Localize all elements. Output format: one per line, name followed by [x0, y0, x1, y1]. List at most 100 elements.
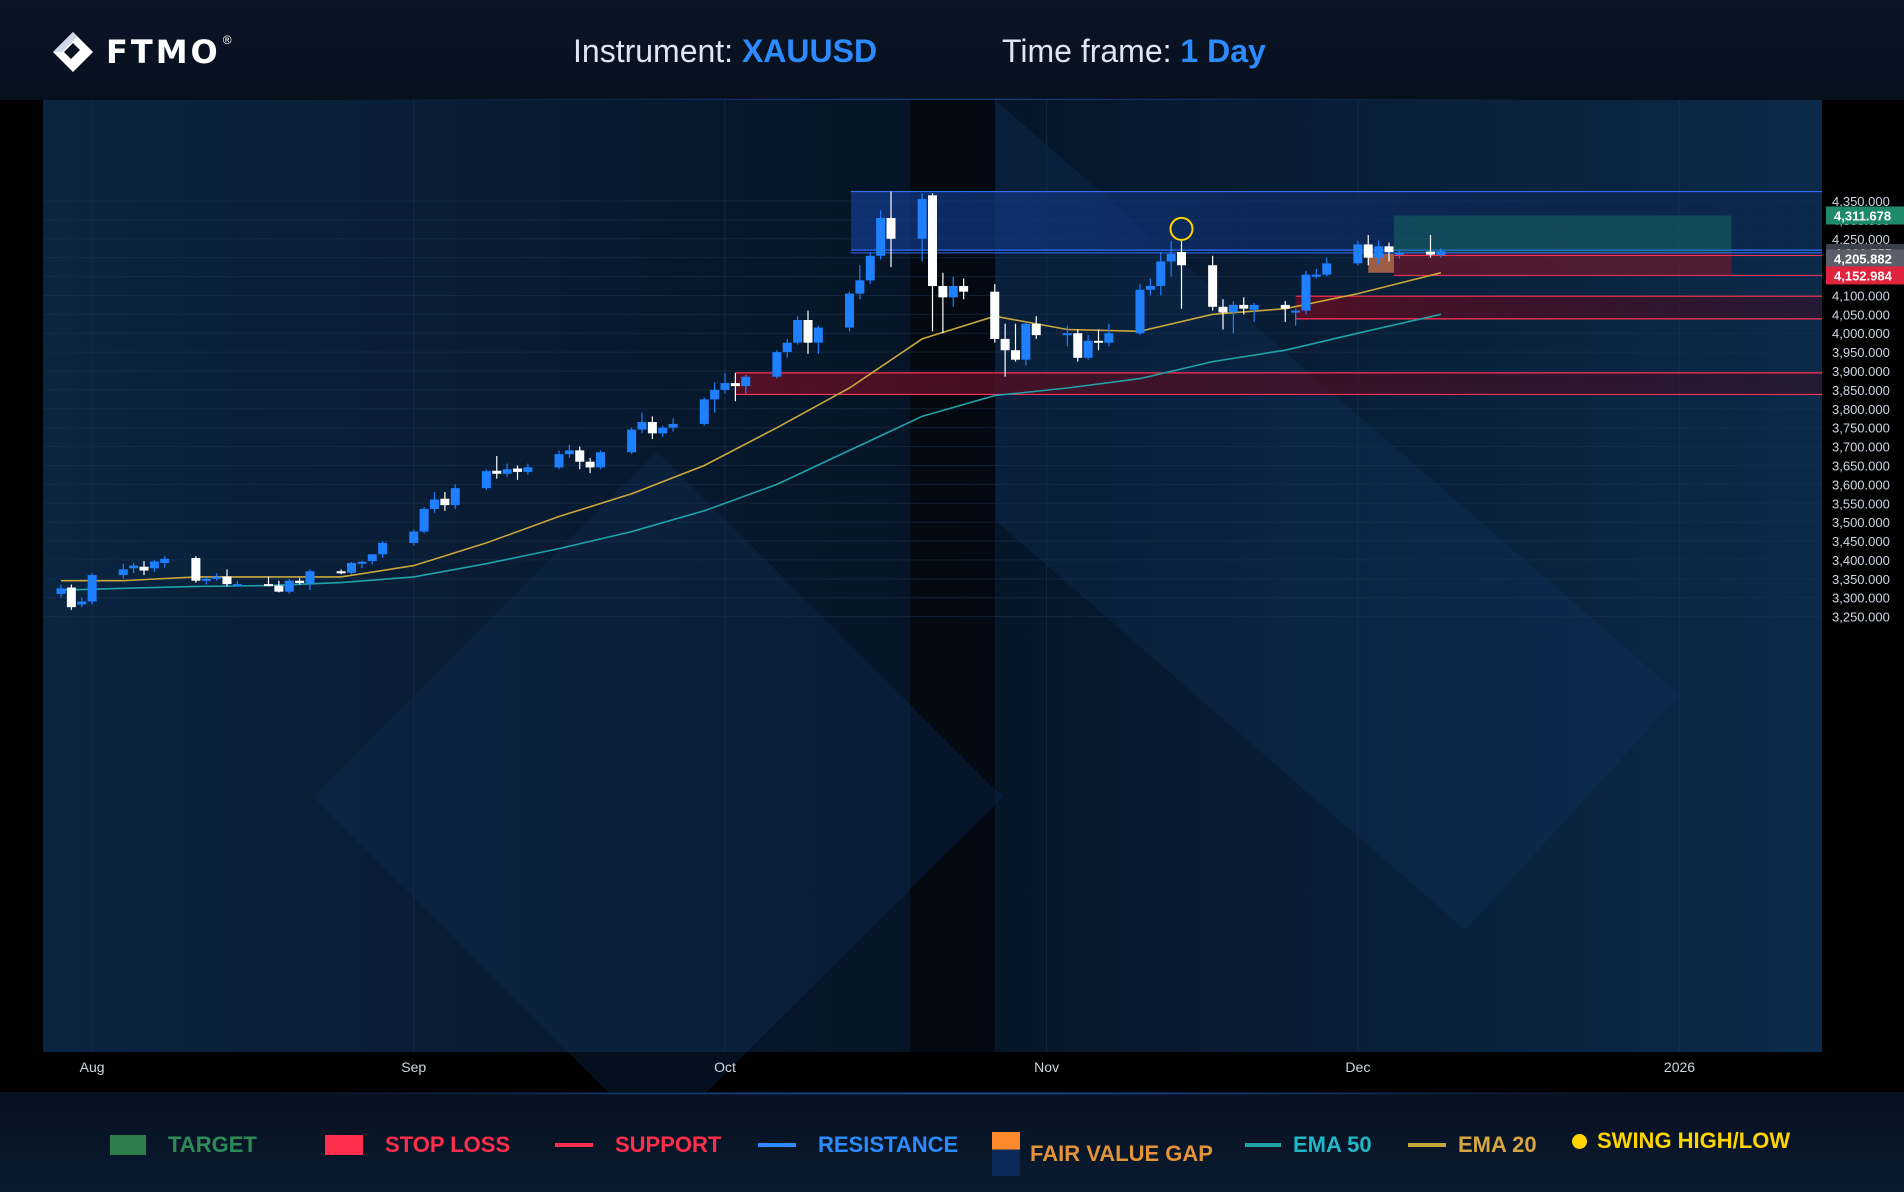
- bullish-candle: [1311, 274, 1321, 277]
- fair_value_gap-zone: [1368, 253, 1394, 273]
- legend-resistance: RESISTANCE: [758, 1132, 958, 1158]
- bearish-candle: [575, 450, 585, 462]
- bullish-candle: [1301, 274, 1311, 311]
- price-tick-label: 4,250.000: [1832, 232, 1890, 247]
- chart-panel[interactable]: 3,250.000 3,300.000 3,350.000 3,400.000 3,45…: [0, 100, 1904, 1092]
- bullish-candle: [450, 488, 460, 506]
- time-tick-label: 2026: [1664, 1059, 1695, 1075]
- bullish-candle: [1322, 263, 1332, 275]
- bullish-candle: [201, 578, 211, 581]
- bullish-candle: [1021, 323, 1031, 360]
- bullish-candle: [741, 376, 751, 387]
- bearish-candle: [938, 286, 948, 298]
- logo-watermark-gap: [910, 100, 995, 1052]
- time-tick-label: Oct: [714, 1059, 736, 1075]
- bullish-candle: [554, 454, 564, 468]
- bullish-candle: [699, 399, 709, 424]
- bullish-candle: [1353, 244, 1363, 264]
- price-tick-label: 4,050.000: [1832, 307, 1890, 322]
- bullish-candle: [160, 558, 170, 563]
- bullish-candle: [1436, 251, 1446, 256]
- ftmo-logo[interactable]: FTMO ®: [50, 30, 232, 74]
- bearish-candle: [647, 422, 657, 434]
- swing-dot-icon: [1572, 1133, 1587, 1149]
- price-tick-label: 4,350.000: [1832, 194, 1890, 209]
- swing-high-marker: [1169, 216, 1194, 241]
- bullish-candle: [56, 588, 66, 594]
- bullish-candle: [627, 429, 637, 453]
- legend-ema50-label: EMA 50: [1293, 1132, 1372, 1157]
- price-tick-label: 3,850.000: [1832, 383, 1890, 398]
- bearish-candle: [928, 195, 937, 287]
- legend-resistance-label: RESISTANCE: [818, 1132, 959, 1157]
- instrument-info: Instrument: XAUUSD: [573, 33, 877, 70]
- bearish-candle: [264, 584, 273, 587]
- bullish-candle: [564, 450, 574, 455]
- bullish-candle: [1249, 304, 1259, 310]
- bullish-candle: [813, 327, 823, 343]
- ema50-line-icon: [1245, 1143, 1281, 1147]
- candlestick-chart[interactable]: 3,250.000 3,300.000 3,350.000 3,400.000 3,45…: [0, 100, 1904, 1092]
- legend-fvg-label: FAIR VALUE GAP: [1030, 1141, 1213, 1166]
- legend-support: SUPPORT: [555, 1132, 721, 1158]
- target-swatch-icon: [110, 1135, 146, 1155]
- bearish-candle: [1280, 304, 1290, 309]
- support-line-icon: [555, 1143, 593, 1147]
- bullish-candle: [1062, 333, 1072, 336]
- bullish-candle: [523, 467, 533, 472]
- time-axis-background: [0, 1052, 1904, 1092]
- bearish-candle: [730, 383, 740, 387]
- bearish-candle: [990, 291, 1000, 339]
- bearish-candle: [295, 580, 305, 583]
- logo-watermark-right: [995, 100, 1680, 930]
- ema20-line-icon: [1408, 1143, 1446, 1147]
- price-tick-label: 3,500.000: [1832, 515, 1890, 530]
- price-tick-label: 3,700.000: [1832, 440, 1890, 455]
- bullish-candle: [212, 576, 222, 579]
- legend-target-label: TARGET: [168, 1132, 257, 1157]
- legend-ema20: EMA 20: [1408, 1132, 1537, 1158]
- price-badge: [1826, 206, 1904, 225]
- bullish-candle: [502, 469, 512, 474]
- bearish-candle: [1239, 304, 1249, 309]
- price-badge-label: 4,152.984: [1834, 268, 1893, 283]
- support-zone: [735, 372, 1822, 395]
- bearish-candle: [1094, 340, 1103, 343]
- price-tick-label: 3,900.000: [1832, 364, 1890, 379]
- bullish-candle: [1104, 333, 1114, 343]
- logo-text: FTMO: [106, 33, 221, 71]
- instrument-label: Instrument:: [573, 33, 734, 69]
- bearish-candle: [959, 286, 969, 292]
- bearish-candle: [440, 498, 450, 506]
- price-tick-label: 3,650.000: [1832, 458, 1890, 473]
- bearish-candle: [1384, 246, 1394, 253]
- legend-support-label: SUPPORT: [615, 1132, 722, 1157]
- bullish-candle: [596, 452, 605, 468]
- price-tick-label: 3,950.000: [1832, 345, 1890, 360]
- price-badge: [1826, 266, 1904, 285]
- bullish-candle: [876, 218, 886, 256]
- legend-bar: TARGET STOP LOSS SUPPORT RESISTANCE FAIR…: [0, 1092, 1904, 1192]
- time-tick-label: Nov: [1034, 1059, 1059, 1075]
- time-tick-label: Dec: [1345, 1059, 1370, 1075]
- price-tick-label: 3,550.000: [1832, 496, 1890, 511]
- bullish-candle: [1145, 286, 1155, 290]
- bullish-candle: [1083, 340, 1093, 358]
- logo-watermark-left: [312, 451, 1003, 1092]
- bullish-candle: [118, 569, 128, 576]
- price-tick-label: 3,250.000: [1832, 610, 1890, 625]
- timeframe-label: Time frame:: [1002, 33, 1172, 69]
- bearish-candle: [803, 320, 813, 343]
- bullish-candle: [1394, 252, 1404, 255]
- price-badge-label: 4,205.882: [1834, 251, 1892, 266]
- instrument-value: XAUUSD: [741, 33, 878, 69]
- bullish-candle: [865, 255, 875, 281]
- bullish-candle: [1166, 253, 1176, 262]
- resistance-line-icon: [758, 1143, 796, 1147]
- bullish-candle: [658, 427, 668, 434]
- bullish-candle: [481, 471, 491, 489]
- bullish-candle: [637, 422, 647, 430]
- price-tick-label: 3,800.000: [1832, 402, 1890, 417]
- legend-stop-loss-label: STOP LOSS: [385, 1132, 511, 1157]
- legend-ema50: EMA 50: [1245, 1132, 1372, 1158]
